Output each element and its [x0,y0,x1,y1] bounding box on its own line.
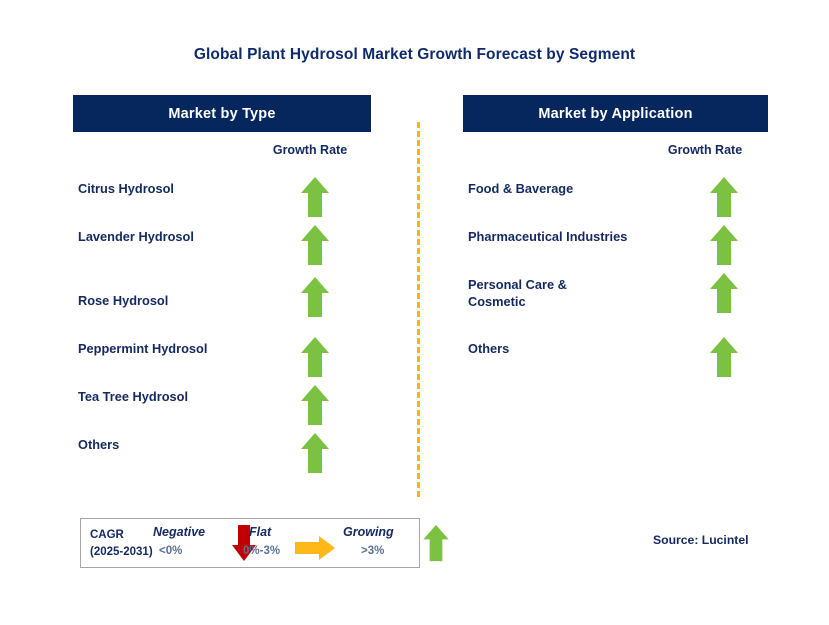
legend-label-growing: Growing [343,525,394,539]
growth-rate-header-right: Growth Rate [667,143,743,157]
arrow-right-icon [294,535,336,561]
segment-label: Pharmaceutical Industries [468,229,628,244]
table-row: Citrus Hydrosol [78,177,368,217]
legend-label-negative: Negative [153,525,206,539]
growth-rate-header-left: Growth Rate [272,143,348,157]
vertical-dashed-divider [417,122,420,497]
arrow-up-icon [300,176,330,218]
arrow-up-icon [709,224,739,266]
arrow-up-icon [300,224,330,266]
table-row: Others [468,337,768,377]
segment-label: Rose Hydrosol [78,293,169,308]
table-row: Others [78,433,368,473]
page-title: Global Plant Hydrosol Market Growth Fore… [193,46,636,63]
table-row: Peppermint Hydrosol [78,337,368,377]
arrow-up-icon [300,336,330,378]
segment-label: Lavender Hydrosol [78,229,194,244]
table-row: Lavender Hydrosol [78,225,368,265]
arrow-up-icon [709,176,739,218]
panel-header-market-by-application: Market by Application [463,95,768,132]
arrow-up-icon [422,524,450,562]
legend-range-negative: <0% [159,545,183,557]
source-attribution: Source: Lucintel [653,533,749,547]
panel-market-by-application: Market by Application [463,95,768,132]
segment-label: Citrus Hydrosol [78,181,174,196]
table-row: Rose Hydrosol [78,277,368,326]
arrow-up-icon [709,336,739,378]
legend-cagr-block: CAGR (2025-2031) [90,527,153,561]
panel-market-by-type: Market by Type [73,95,371,132]
table-row: Personal Care & Cosmetic [468,273,768,316]
panel-header-market-by-type: Market by Type [73,95,371,132]
table-row: Pharmaceutical Industries [468,225,768,265]
arrow-up-icon [300,276,330,318]
segment-label: Personal Care & Cosmetic [468,277,567,309]
arrow-down-icon [231,524,257,562]
table-row: Tea Tree Hydrosol [78,385,368,425]
legend-label-flat: Flat [249,525,272,539]
arrow-up-icon [300,384,330,426]
legend-range-growing: >3% [361,545,385,557]
arrow-up-icon [709,272,739,314]
segment-label: Others [78,437,120,452]
legend-range-flat: 0%-3% [243,545,281,557]
table-row: Food & Baverage [468,177,768,217]
segment-label: Food & Baverage [468,181,574,196]
segment-label: Others [468,341,510,356]
legend: CAGR (2025-2031) Negative <0% Flat 0%-3%… [80,518,449,568]
segment-label: Tea Tree Hydrosol [78,389,188,404]
arrow-up-icon [300,432,330,474]
legend-cagr-title: CAGR [90,529,124,541]
legend-cagr-period: (2025-2031) [90,546,153,558]
segment-label: Peppermint Hydrosol [78,341,208,356]
